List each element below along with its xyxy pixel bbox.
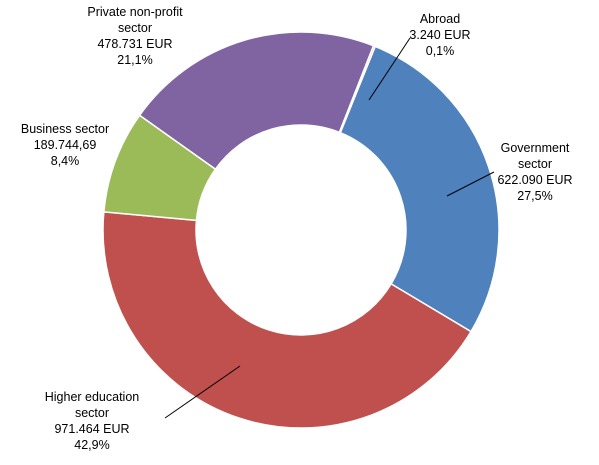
data-label-1-line-0: Higher education bbox=[45, 390, 140, 404]
leader-lines bbox=[164, 37, 495, 419]
data-label-1-line-2: 971.464 EUR bbox=[54, 422, 129, 436]
data-label-1-line-3: 42,9% bbox=[74, 438, 109, 452]
data-label-2-line-2: 8,4% bbox=[51, 154, 80, 168]
data-label-0: Government sector 622.090 EUR 27,5% bbox=[497, 141, 572, 203]
slice-4 bbox=[338, 44, 377, 134]
data-label-3-line-2: 478.731 EUR bbox=[97, 37, 172, 51]
data-label-4: Abroad 3.240 EUR 0,1% bbox=[409, 12, 470, 58]
slice-3 bbox=[138, 31, 375, 171]
leader-line-4 bbox=[368, 37, 411, 101]
data-label-1: Higher education sector 971.464 EUR 42,9% bbox=[45, 390, 140, 452]
slice-0 bbox=[339, 45, 500, 333]
donut-slices bbox=[102, 31, 500, 429]
data-label-4-line-1: 3.240 EUR bbox=[409, 28, 470, 42]
data-label-2-line-1: 189.744,69 bbox=[34, 138, 97, 152]
leader-line-0 bbox=[446, 171, 495, 197]
data-label-4-line-0: Abroad bbox=[420, 12, 460, 26]
data-label-3-line-1: sector bbox=[118, 21, 152, 35]
data-label-0-line-0: Government bbox=[501, 141, 570, 155]
data-label-0-line-1: sector bbox=[518, 157, 552, 171]
data-label-2-line-0: Business sector bbox=[21, 122, 109, 136]
data-label-1-line-1: sector bbox=[75, 406, 109, 420]
data-label-0-line-3: 27,5% bbox=[517, 189, 552, 203]
data-label-0-line-2: 622.090 EUR bbox=[497, 173, 572, 187]
data-label-3-line-0: Private non-profit bbox=[87, 5, 183, 19]
data-label-3: Private non-profit sector 478.731 EUR 21,1% bbox=[87, 5, 183, 67]
data-label-4-line-2: 0,1% bbox=[426, 44, 455, 58]
data-label-3-line-3: 21,1% bbox=[117, 53, 152, 67]
data-label-2: Business sector 189.744,69 8,4% bbox=[21, 122, 109, 168]
slice-1 bbox=[102, 211, 472, 429]
data-labels: Government sector 622.090 EUR 27,5% Higher e… bbox=[21, 5, 573, 452]
leader-line-1 bbox=[164, 365, 241, 419]
